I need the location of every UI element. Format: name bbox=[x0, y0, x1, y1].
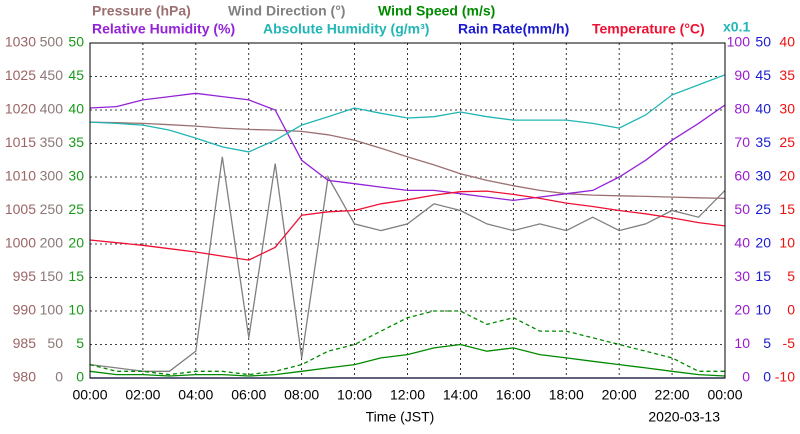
y-tick-label: 10 bbox=[779, 235, 795, 251]
y-tick-label: 15 bbox=[755, 268, 771, 284]
y-tick-label: 980 bbox=[13, 369, 37, 385]
legend-entry: Relative Humidity (%) bbox=[92, 21, 235, 37]
series-line bbox=[89, 74, 726, 153]
y-tick-label: 20 bbox=[68, 235, 84, 251]
y-tick-label: 350 bbox=[40, 134, 64, 150]
x-tick-label: 20:00 bbox=[602, 387, 637, 403]
y-tick-label: 25 bbox=[779, 134, 795, 150]
y-tick-label: 30 bbox=[68, 168, 84, 184]
plot-frame bbox=[89, 42, 726, 379]
y-tick-label: 50 bbox=[755, 34, 771, 50]
y-tick-label: 150 bbox=[40, 268, 64, 284]
y-tick-label: 20 bbox=[779, 168, 795, 184]
y-tick-label: 45 bbox=[755, 67, 771, 83]
y-tick-label: 995 bbox=[13, 268, 37, 284]
y-tick-label: 35 bbox=[755, 134, 771, 150]
date-label: 2020-03-13 bbox=[648, 409, 720, 425]
y-tick-label: 10 bbox=[734, 335, 750, 351]
y-tick-label: 5 bbox=[763, 335, 771, 351]
legend-entry: Wind Direction (°) bbox=[228, 3, 345, 19]
y-tick-label: 1030 bbox=[5, 34, 36, 50]
y-tick-label: -5 bbox=[783, 335, 796, 351]
x-tick-label: 10:00 bbox=[337, 387, 372, 403]
y-tick-label: 10 bbox=[755, 302, 771, 318]
x-tick-label: 06:00 bbox=[231, 387, 266, 403]
legend-entry: Absolute Humidity (g/m³) bbox=[263, 21, 429, 37]
y-tick-label: 25 bbox=[755, 201, 771, 217]
x-tick-label: 16:00 bbox=[496, 387, 531, 403]
y-tick-label: 50 bbox=[68, 34, 84, 50]
y-tick-label: 0 bbox=[742, 369, 750, 385]
y-tick-label: 40 bbox=[755, 101, 771, 117]
y-tick-label: 15 bbox=[779, 201, 795, 217]
y-tick-label: 30 bbox=[755, 168, 771, 184]
y-tick-label: 5 bbox=[76, 335, 84, 351]
y-tick-label: 0 bbox=[787, 302, 795, 318]
x-tick-label: 08:00 bbox=[284, 387, 319, 403]
legend-entry: Pressure (hPa) bbox=[92, 3, 191, 19]
series-line bbox=[89, 190, 726, 261]
legend-entry: Rain Rate(mm/h) bbox=[458, 21, 569, 37]
x-tick-label: 14:00 bbox=[443, 387, 478, 403]
y-tick-label: 985 bbox=[13, 335, 37, 351]
y-tick-label: 300 bbox=[40, 168, 64, 184]
y-tick-label: 40 bbox=[68, 101, 84, 117]
x-tick-label: 22:00 bbox=[655, 387, 690, 403]
y-tick-label: 10 bbox=[68, 302, 84, 318]
y-tick-label: 5 bbox=[787, 268, 795, 284]
y-tick-label: 1020 bbox=[5, 101, 36, 117]
x-tick-label: 04:00 bbox=[178, 387, 213, 403]
series-line bbox=[89, 343, 726, 377]
y-tick-label: 25 bbox=[68, 201, 84, 217]
series-line bbox=[89, 121, 726, 200]
y-tick-label: 70 bbox=[734, 134, 750, 150]
y-tick-label: 40 bbox=[734, 235, 750, 251]
x-tick-label: 00:00 bbox=[707, 387, 742, 403]
y-tick-label: 30 bbox=[779, 101, 795, 117]
y-tick-label: 400 bbox=[40, 101, 64, 117]
y-tick-label: 20 bbox=[755, 235, 771, 251]
x-tick-label: 02:00 bbox=[125, 387, 160, 403]
y-tick-label: 45 bbox=[68, 67, 84, 83]
x-axis-label: Time (JST) bbox=[366, 409, 435, 425]
y-tick-label: 90 bbox=[734, 67, 750, 83]
y-tick-label: 250 bbox=[40, 201, 64, 217]
y-tick-label: 1000 bbox=[5, 235, 36, 251]
y-tick-label: 30 bbox=[734, 268, 750, 284]
y-tick-label: 450 bbox=[40, 67, 64, 83]
y-tick-label: 15 bbox=[68, 268, 84, 284]
y-tick-label: 40 bbox=[779, 34, 795, 50]
x-tick-label: 12:00 bbox=[390, 387, 425, 403]
y-tick-label: 1005 bbox=[5, 201, 36, 217]
y-tick-label: 200 bbox=[40, 235, 64, 251]
x-tick-label: 00:00 bbox=[72, 387, 107, 403]
y-tick-label: 1015 bbox=[5, 134, 36, 150]
y-tick-label: 0 bbox=[76, 369, 84, 385]
y-tick-label: 80 bbox=[734, 101, 750, 117]
y-tick-label: 0 bbox=[763, 369, 771, 385]
scale-note: x0.1 bbox=[723, 19, 750, 35]
y-tick-label: 20 bbox=[734, 302, 750, 318]
y-tick-label: 60 bbox=[734, 168, 750, 184]
y-tick-label: 500 bbox=[40, 34, 64, 50]
y-tick-label: 0 bbox=[55, 369, 63, 385]
y-tick-label: 35 bbox=[779, 67, 795, 83]
series-line bbox=[89, 310, 725, 376]
series-line bbox=[89, 156, 726, 372]
y-tick-label: 50 bbox=[47, 335, 63, 351]
y-tick-label: 50 bbox=[734, 201, 750, 217]
legend-entry: Temperature (°C) bbox=[592, 21, 705, 37]
y-tick-label: -10 bbox=[775, 369, 795, 385]
y-tick-label: 100 bbox=[40, 302, 64, 318]
y-tick-label: 1010 bbox=[5, 168, 36, 184]
y-tick-label: 35 bbox=[68, 134, 84, 150]
x-tick-label: 18:00 bbox=[549, 387, 584, 403]
legend-entry: Wind Speed (m/s) bbox=[378, 3, 495, 19]
series-line bbox=[89, 92, 726, 202]
y-tick-label: 990 bbox=[13, 302, 37, 318]
y-tick-label: 1025 bbox=[5, 67, 36, 83]
y-tick-label: 100 bbox=[727, 34, 751, 50]
